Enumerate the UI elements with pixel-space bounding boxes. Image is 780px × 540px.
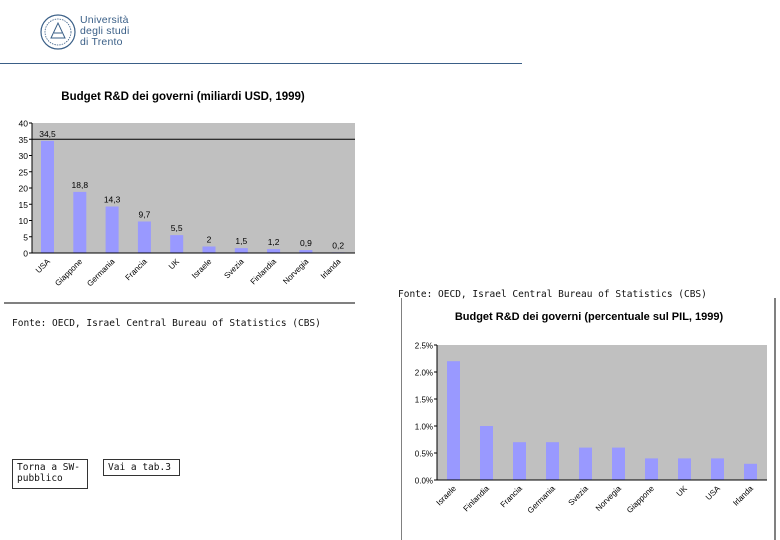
c1-ytick-label: 30 [19,151,29,161]
c1-data-label: 9,7 [138,209,150,219]
c1-bar [73,191,87,253]
c1-data-label: 14,3 [104,195,121,205]
logo-line-2: degli studi [80,25,130,37]
c1-ytick-label: 10 [19,216,29,226]
c2-bar [612,447,625,480]
c1-bar [41,140,55,253]
c2-bar [513,442,526,480]
c1-data-label: 1,5 [235,236,247,246]
logo-line-1: Università [80,14,129,26]
c1-ytick-label: 40 [19,119,29,129]
c1-bar [234,248,248,253]
c1-ytick-label: 20 [19,184,29,194]
logo-line-3: di Trento [80,36,123,48]
c1-data-label: 18,8 [72,180,89,190]
c1-ytick-label: 35 [19,135,29,145]
c1-category-label: Svezia [222,257,246,281]
c2-category-label: USA [704,484,722,502]
c2-bar [579,447,592,480]
c1-bar [137,221,151,253]
c1-bar [105,206,119,253]
c1-data-label: 1,2 [268,237,280,247]
c1-category-label: Israele [190,257,214,281]
c2-category-label: Norvegia [594,484,623,513]
c1-data-label: 34,5 [39,129,56,139]
c2-bar [744,463,757,480]
c1-category-label: Finlandia [249,257,279,287]
university-seal-logo [40,14,76,50]
chart-budget-pil: Budget R&D dei governi (percentuale sul … [401,298,776,540]
c1-ytick-label: 0 [23,249,28,259]
c1-category-label: Francia [124,257,150,283]
c1-category-label: Irlanda [319,257,343,281]
c2-category-label: UK [675,484,690,499]
c2-bar [447,361,460,480]
source-note-chart1: Fonte: OECD, Israel Central Bureau of St… [12,318,321,329]
c2-bar [711,458,724,480]
c2-category-label: Finlandia [462,484,492,514]
c2-category-label: Svezia [567,484,591,508]
c2-ytick-label: 1.0% [415,423,433,432]
c2-bar [678,458,691,480]
c1-data-label: 0,2 [332,240,344,250]
c1-ytick-label: 5 [23,232,28,242]
c1-ytick-label: 15 [19,200,29,210]
c2-category-label: Germania [526,484,558,516]
c1-category-label: USA [34,257,52,275]
chart1-title: Budget R&D dei governi (miliardi USD, 19… [61,91,305,103]
c2-bar [546,442,559,480]
c2-category-label: Giappone [625,484,656,515]
c2-category-label: Irlanda [731,484,755,508]
c1-category-label: Norvegia [281,257,310,286]
c2-category-label: Israele [435,484,459,508]
university-name: Università degli studi di Trento [80,15,140,48]
c1-bar [202,246,216,253]
source-note-chart2: Fonte: OECD, Israel Central Bureau of St… [398,289,707,300]
c1-bar [267,249,281,253]
c1-bar [170,235,184,253]
c2-bar [645,458,658,480]
chart-budget-usd: Budget R&D dei governi (miliardi USD, 19… [4,91,355,304]
c1-category-label: UK [167,257,182,272]
c2-category-label: Francia [499,484,525,510]
c1-data-label: 2 [207,235,212,245]
c2-ytick-label: 0.0% [415,477,433,486]
c2-ytick-label: 0.5% [415,450,433,459]
header-divider [0,63,522,64]
c2-ytick-label: 2.0% [415,369,433,378]
c1-data-label: 5,5 [171,223,183,233]
c1-category-label: Giappone [53,257,84,288]
c2-ytick-label: 1.5% [415,396,433,405]
c1-category-label: Germania [85,257,117,289]
c1-bar [299,250,313,253]
c2-bar [480,426,493,480]
chart2-title: Budget R&D dei governi (percentuale sul … [455,311,724,323]
go-to-tab3-button[interactable]: Vai a tab.3 [103,459,180,476]
back-to-sw-pubblico-button[interactable]: Torna a SW-pubblico [12,459,88,489]
c1-data-label: 0,9 [300,238,312,248]
c2-ytick-label: 2.5% [415,342,433,351]
c1-ytick-label: 25 [19,167,29,177]
